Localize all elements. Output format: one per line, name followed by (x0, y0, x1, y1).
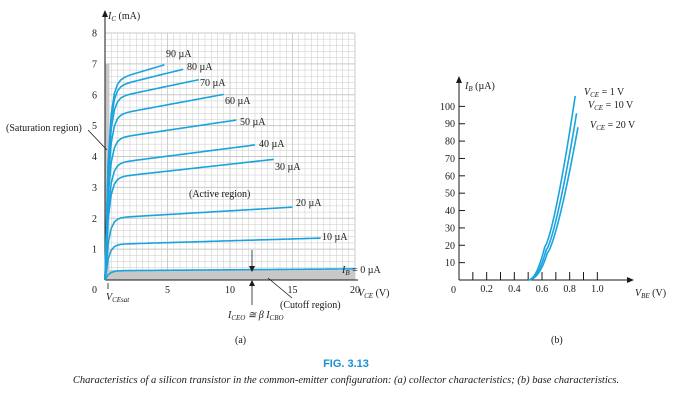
collector-curve-ib-0 (104, 268, 356, 281)
chart-a-y-tick-label: 7 (92, 59, 97, 70)
chart-a-y-tick-label: 6 (92, 90, 97, 101)
collector-curve-label: IB = 0 µA (341, 265, 382, 277)
base-characteristics-chart: 10 20 30 40 50 60 70 80 90 100 0.2 0.4 0.6 0.8 1.0 VCE… (440, 76, 666, 346)
chart-b-axes (456, 76, 634, 283)
chart-a-curve-labels: IB = 0 µA 10 µA 20 µA 30 µA 40 µA 50 µA 60 µA 7… (166, 49, 382, 277)
chart-b-x-tick-label: 0.6 (536, 284, 549, 295)
saturation-region-label: (Saturation region) (6, 123, 82, 134)
collector-curve-40µa (104, 144, 256, 281)
vce-sat-label: VCEsat (106, 292, 130, 304)
iceo-label: ICEO ≅ β ICBO (227, 310, 284, 322)
base-curve-label: VCE = 10 V (588, 100, 634, 112)
collector-curve-label: 90 µA (166, 49, 192, 60)
chart-a-x-tick-label: 20 (350, 285, 360, 296)
chart-b-y-tick-label: 10 (445, 258, 455, 269)
base-curve-20v (528, 127, 579, 281)
base-curve-10v (528, 113, 578, 281)
collector-curve-label: 30 µA (275, 162, 301, 173)
iceo-arrow-down-head (249, 266, 255, 272)
chart-b-x-tick-label: 0.2 (480, 284, 493, 295)
cutoff-region-pointer (267, 277, 293, 299)
chart-b-curves (527, 95, 579, 281)
chart-a-x-axis-label: VCE (V) (358, 288, 389, 300)
collector-curve-label: 40 µA (259, 139, 285, 150)
panel-a-label: (a) (235, 335, 246, 346)
collector-curve-label: 60 µA (225, 96, 251, 107)
chart-a-curves (104, 64, 356, 281)
collector-curve-30µa (104, 158, 274, 281)
chart-b-origin-label: 0 (451, 285, 456, 296)
chart-a-x-tick-label: 15 (288, 285, 298, 296)
chart-a-x-tick-label: 10 (225, 285, 235, 296)
chart-b-y-tick-label: 50 (445, 189, 455, 200)
collector-curve-label: 70 µA (200, 78, 226, 89)
chart-a-axes (102, 10, 358, 281)
chart-b-y-tick-label: 100 (440, 102, 455, 113)
chart-b-x-axis-label: VBE (V) (635, 288, 666, 300)
chart-a-y-tick-label: 2 (92, 214, 97, 225)
base-curve-1v (527, 95, 576, 281)
base-curve-label: VCE = 20 V (590, 120, 636, 132)
panel-b-label: (b) (551, 335, 563, 346)
chart-a-y-tick-label: 1 (92, 245, 97, 256)
chart-a-y-tick-label: 8 (92, 29, 97, 40)
collector-curve-10µa (104, 237, 321, 281)
collector-curve-label: 80 µA (187, 62, 213, 73)
collector-curve-label: 50 µA (240, 117, 266, 128)
collector-curve-50µa (104, 119, 237, 281)
chart-b-x-tick-label: 0.8 (563, 284, 576, 295)
chart-b-y-tick-label: 40 (445, 206, 455, 217)
chart-b-y-axis-arrow (456, 76, 462, 83)
base-curve-label: VCE = 1 V (584, 87, 625, 99)
collector-curve-label: 20 µA (296, 198, 322, 209)
chart-b-y-tick-label: 90 (445, 119, 455, 130)
chart-a-ticks: 1 2 3 4 5 6 7 8 5 10 15 20 (92, 29, 360, 297)
collector-curve-90µa (104, 64, 165, 281)
figure-caption: Characteristics of a silicon transistor … (73, 375, 619, 386)
collector-curve-60µa (104, 93, 224, 281)
chart-a-origin-label: 0 (92, 285, 97, 296)
collector-characteristics-chart: 1 2 3 4 5 6 7 8 5 10 15 20 IB = 0 µA 10 µA 20 µA 30 µA… (6, 10, 389, 346)
iceo-arrow-up-head (249, 280, 255, 286)
chart-b-x-tick-label: 0.4 (508, 284, 521, 295)
saturation-region-pointer (87, 129, 108, 151)
chart-a-y-axis-arrow (102, 10, 108, 17)
chart-a-y-tick-label: 4 (92, 152, 97, 163)
figure-number: FIG. 3.13 (323, 358, 369, 370)
chart-a-y-tick-label: 5 (92, 121, 97, 132)
collector-curve-80µa (104, 68, 184, 281)
chart-b-y-tick-label: 80 (445, 137, 455, 148)
chart-a-y-tick-label: 3 (92, 183, 97, 194)
chart-a-x-tick-label: 5 (165, 285, 170, 296)
chart-b-y-tick-label: 20 (445, 241, 455, 252)
collector-curve-label: 10 µA (322, 232, 348, 243)
chart-b-y-tick-label: 60 (445, 171, 455, 182)
collector-curve-70µa (104, 78, 199, 281)
chart-a-y-axis-label: IC (mA) (107, 11, 140, 23)
chart-b-x-tick-label: 1.0 (591, 284, 604, 295)
chart-b-y-axis-label: IB (µA) (464, 81, 495, 93)
chart-b-x-axis-arrow (627, 277, 634, 283)
chart-b-y-tick-label: 30 (445, 223, 455, 234)
collector-curve-20µa (104, 206, 293, 281)
active-region-label: (Active region) (189, 189, 250, 200)
chart-b-ticks: 10 20 30 40 50 60 70 80 90 100 0.2 0.4 0.6 0.8 1.0 (440, 102, 604, 295)
cutoff-region-label: (Cutoff region) (280, 300, 341, 311)
chart-b-y-tick-label: 70 (445, 154, 455, 165)
